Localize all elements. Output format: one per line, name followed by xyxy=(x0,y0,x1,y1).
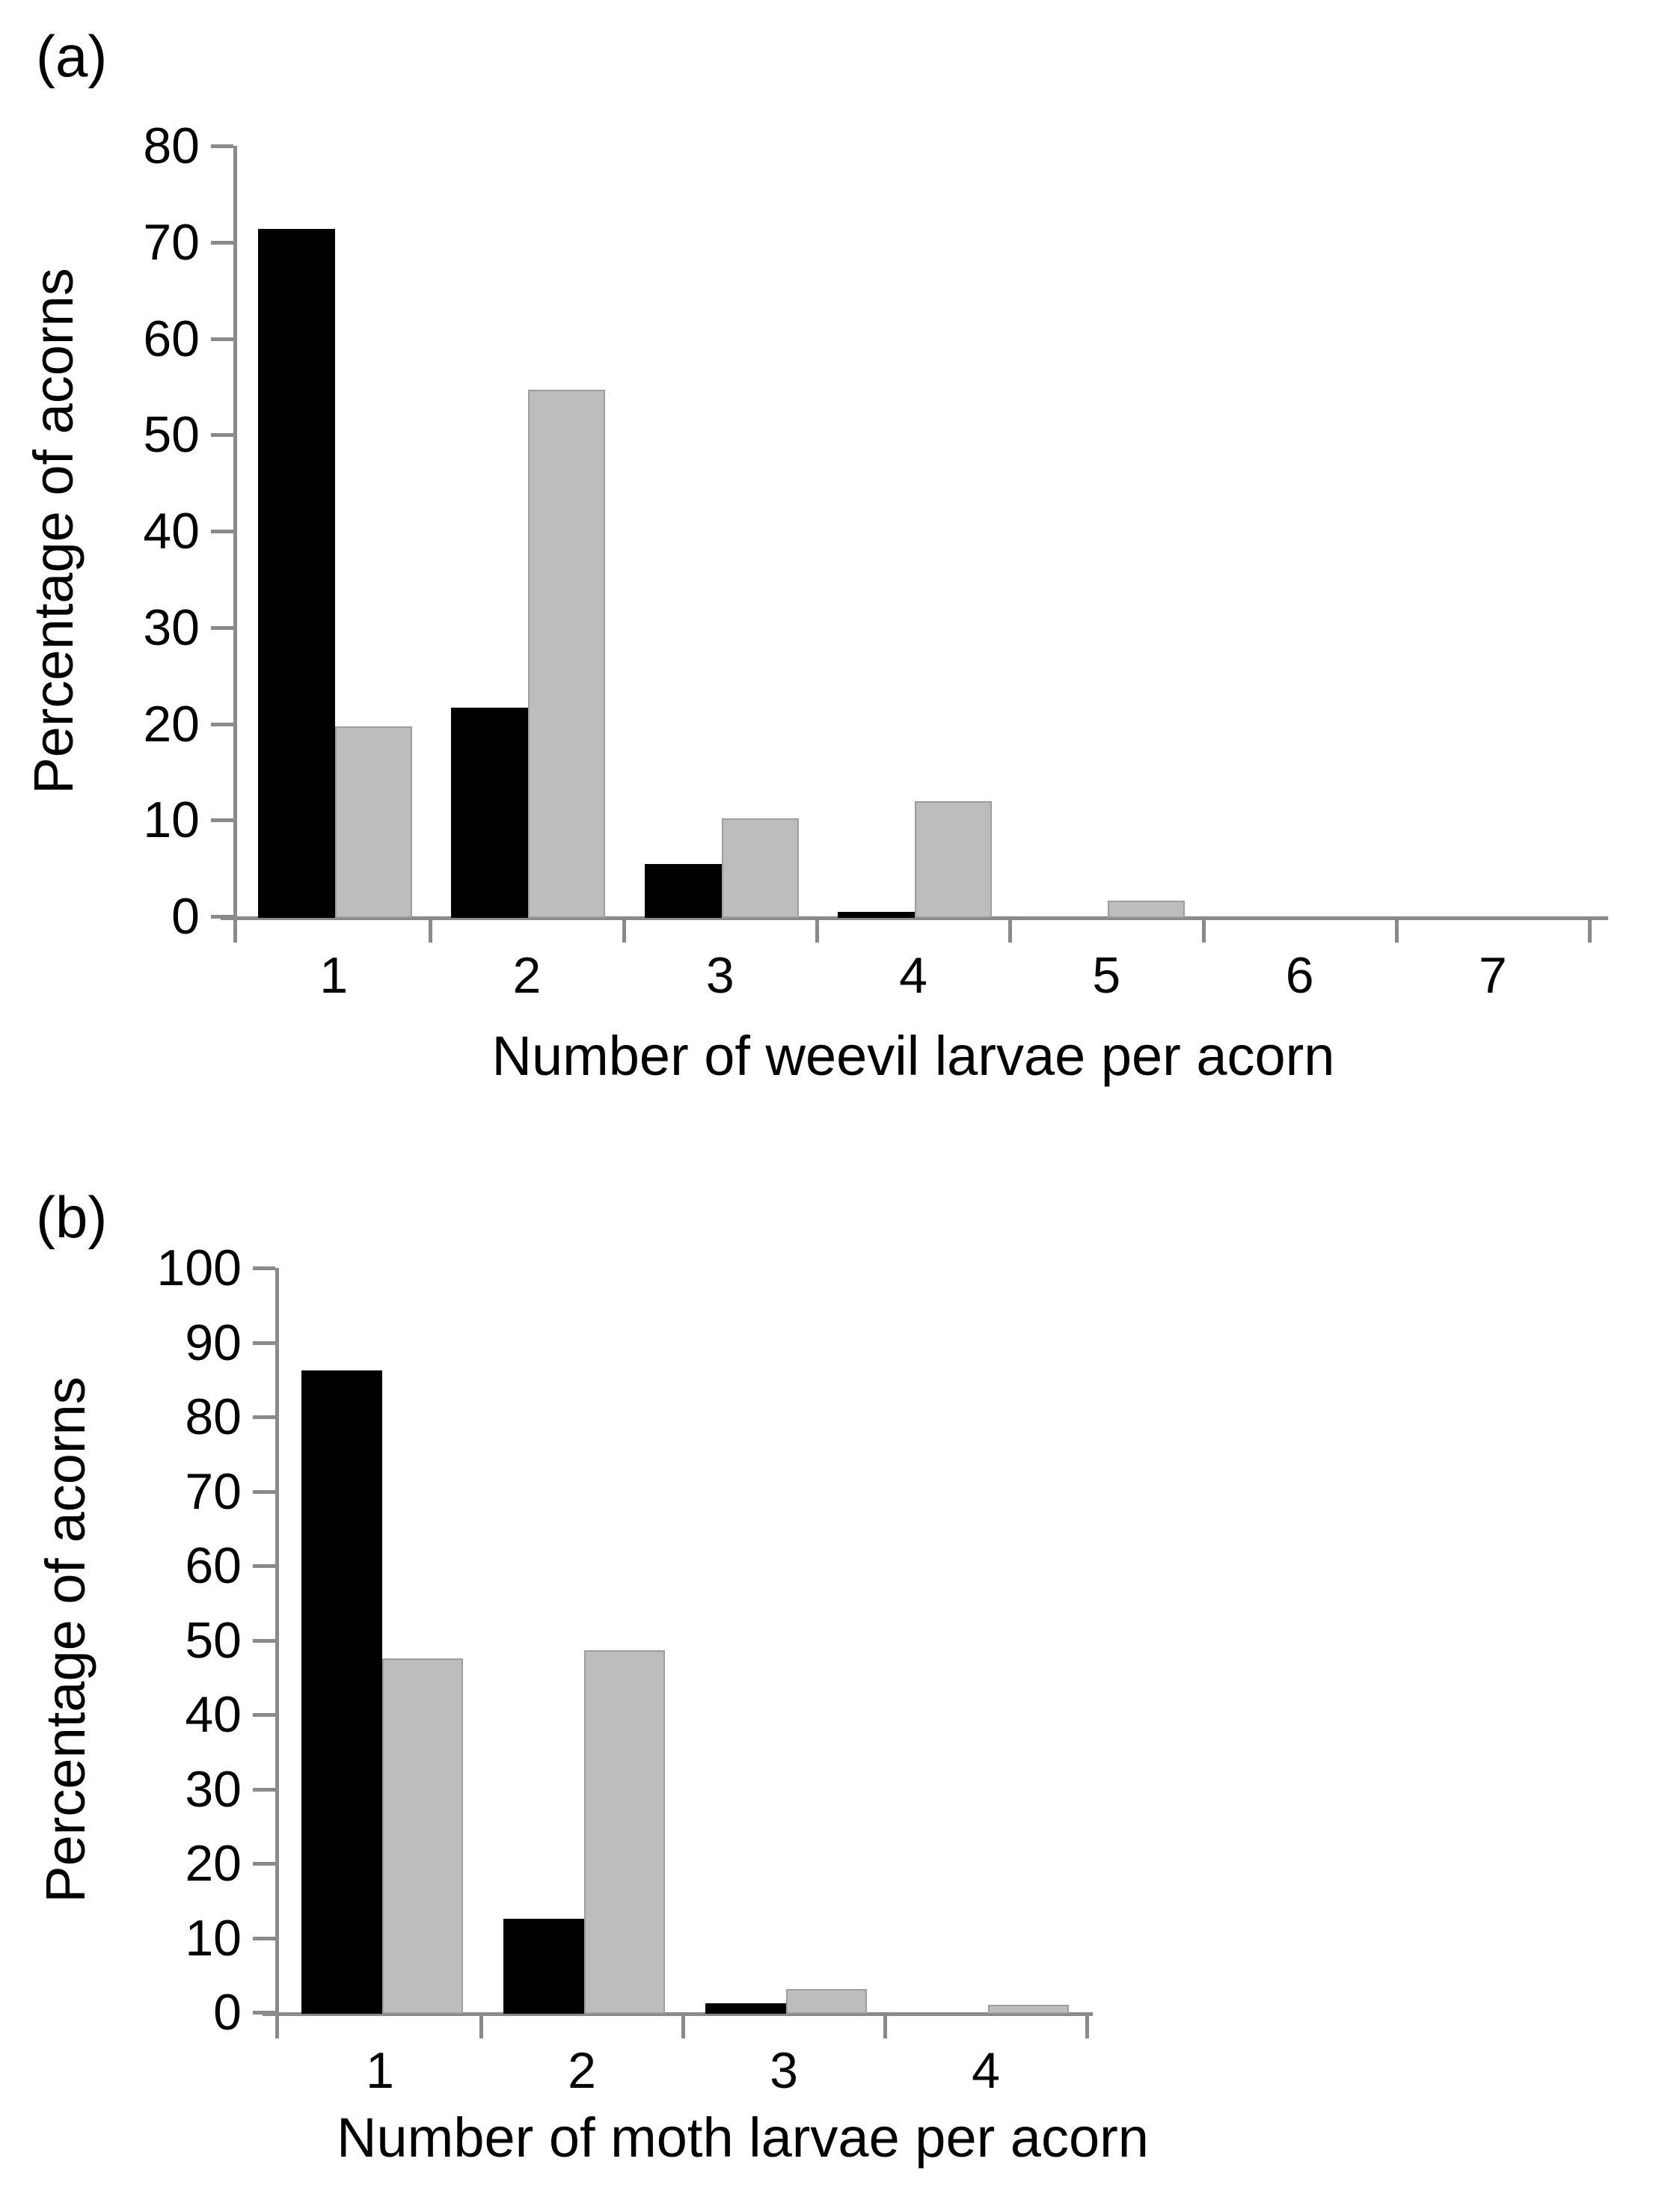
x-category-label: 6 xyxy=(1285,947,1314,1004)
bar-grey-cat3 xyxy=(786,1989,867,2014)
x-tick xyxy=(1588,920,1592,943)
x-tick xyxy=(1008,920,1013,943)
y-tick-label: 0 xyxy=(213,1984,242,2041)
x-category-label: 3 xyxy=(770,2042,798,2099)
y-tick xyxy=(253,1638,275,1643)
plot-area-a: 0 10 20 30 40 50 60 70 80 1 2 3 4 5 6 7 xyxy=(143,120,1608,1001)
panel-a-letter: (a) xyxy=(36,23,108,89)
y-tick-label: 20 xyxy=(143,695,200,753)
panel-b-letter: (b) xyxy=(36,1184,108,1250)
bar-black-cat2 xyxy=(451,707,529,918)
x-tick xyxy=(1394,920,1399,943)
y-tick xyxy=(253,1564,275,1568)
x-category-label: 4 xyxy=(972,2042,1000,2099)
x-axis-line-(b) xyxy=(263,2012,1093,2016)
x-tick xyxy=(275,2016,279,2038)
x-category-label: 3 xyxy=(705,947,735,1004)
x-tick xyxy=(1201,920,1206,943)
x-tick xyxy=(233,920,237,943)
y-tick-label: 50 xyxy=(185,1611,242,1669)
bar-grey-cat2 xyxy=(528,389,606,918)
x-axis-line-(a) xyxy=(221,916,1608,920)
bar-grey-cat1 xyxy=(335,726,412,918)
y-tick-label: 70 xyxy=(143,213,200,271)
x-tick xyxy=(479,2016,483,2038)
y-tick-label: 40 xyxy=(143,503,200,560)
y-tick xyxy=(253,1787,275,1792)
bar-black-cat1 xyxy=(258,228,335,918)
bar-grey-cat4 xyxy=(914,800,992,918)
x-axis-title-b: Number of moth larvae per acorn xyxy=(337,2107,1149,2169)
y-tick-label: 30 xyxy=(185,1760,242,1818)
x-tick xyxy=(815,920,819,943)
bar-grey-cat2 xyxy=(584,1650,665,2014)
x-category-label: 2 xyxy=(512,947,542,1004)
y-tick xyxy=(211,625,233,630)
x-tick xyxy=(883,2016,887,2038)
bar-black-cat2 xyxy=(503,1918,584,2014)
y-tick-label: 80 xyxy=(143,117,200,174)
x-axis-title-a: Number of weevil larvae per acorn xyxy=(491,1025,1335,1087)
x-category-label: 1 xyxy=(366,2042,394,2099)
x-category-label: 1 xyxy=(319,947,349,1004)
y-tick-label: 90 xyxy=(185,1314,242,1371)
y-tick xyxy=(211,337,233,341)
y-tick-label: 50 xyxy=(143,406,200,464)
bar-black-cat3 xyxy=(644,864,722,918)
x-tick xyxy=(681,2016,685,2038)
y-tick xyxy=(211,240,233,245)
x-category-label: 2 xyxy=(568,2042,596,2099)
y-axis-line-(a) xyxy=(233,146,237,939)
bar-black-cat1 xyxy=(301,1370,382,2014)
y-tick xyxy=(253,1713,275,1717)
y-tick-label: 40 xyxy=(185,1686,242,1743)
y-axis-line-(b) xyxy=(275,1268,279,2035)
y-tick xyxy=(211,433,233,438)
bar-grey-cat5 xyxy=(1108,901,1186,918)
y-tick-label: 10 xyxy=(143,791,200,849)
y-tick-label: 10 xyxy=(185,1909,242,1967)
y-tick xyxy=(211,144,233,148)
y-tick-label: 0 xyxy=(171,888,200,945)
y-tick-label: 100 xyxy=(156,1240,242,1296)
x-tick xyxy=(1085,2016,1089,2038)
x-category-label: 5 xyxy=(1092,947,1121,1004)
y-tick xyxy=(253,1341,275,1345)
x-category-label: 4 xyxy=(899,947,927,1004)
bar-grey-cat3 xyxy=(721,818,799,918)
y-tick xyxy=(211,530,233,533)
x-tick xyxy=(622,920,626,943)
y-tick-label: 30 xyxy=(143,598,200,656)
y-tick-label: 60 xyxy=(185,1537,242,1594)
y-tick-label: 80 xyxy=(185,1388,242,1445)
y-tick-label: 70 xyxy=(185,1462,242,1520)
y-tick xyxy=(253,1862,275,1866)
y-tick xyxy=(253,1936,275,1940)
y-tick-label: 60 xyxy=(143,310,200,367)
y-tick xyxy=(211,818,233,823)
y-tick xyxy=(253,1489,275,1494)
bar-black-cat4 xyxy=(837,911,915,918)
y-tick xyxy=(253,1266,275,1271)
y-tick xyxy=(211,722,233,726)
y-tick-label: 20 xyxy=(185,1835,242,1892)
x-tick xyxy=(429,920,433,943)
bar-grey-cat1 xyxy=(382,1658,463,2014)
y-tick xyxy=(253,1415,275,1419)
bar-black-cat3 xyxy=(705,2003,786,2014)
plot-area-b: 0 10 20 30 40 50 60 70 80 90 100 1 2 3 4 xyxy=(157,1243,1093,2096)
x-category-label: 7 xyxy=(1479,947,1507,1004)
bar-grey-cat4 xyxy=(988,2005,1069,2014)
